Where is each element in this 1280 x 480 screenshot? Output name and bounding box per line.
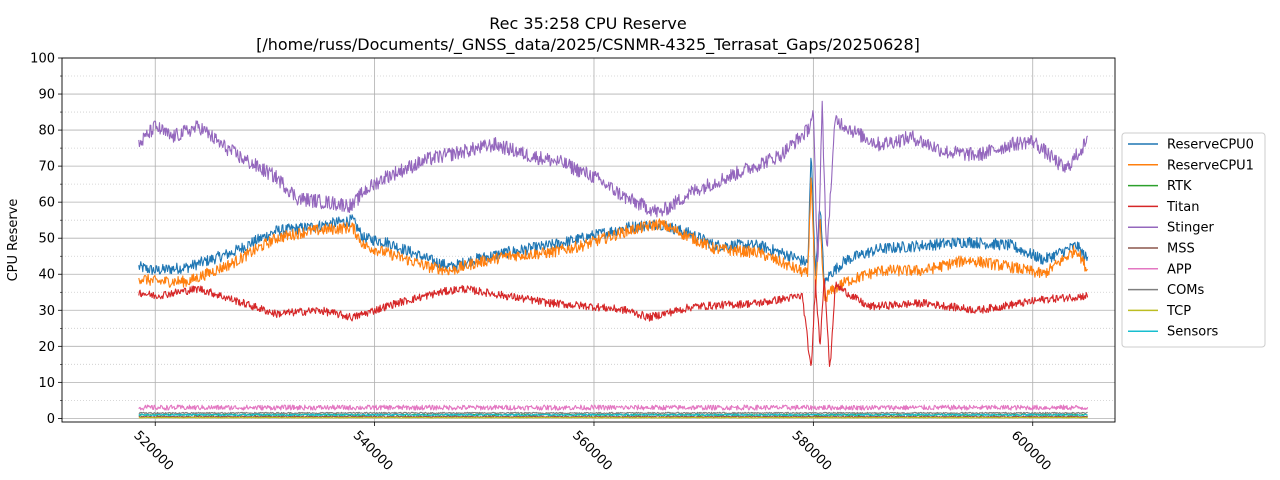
series-line-titan: [138, 278, 1089, 367]
series-line-tcp: [138, 416, 1088, 419]
x-tick-label: 580000: [789, 428, 835, 474]
x-tick-label: 560000: [569, 428, 615, 474]
y-tick-label: 0: [47, 412, 55, 427]
series-line-sensors: [138, 413, 1088, 417]
legend-label: Stinger: [1167, 221, 1214, 236]
x-tick-label: 520000: [130, 428, 176, 474]
series-line-reservecpu0: [138, 157, 1089, 288]
x-tick-label: 600000: [1008, 428, 1054, 474]
series-line-mss: [138, 415, 1089, 418]
y-tick-label: 70: [38, 160, 55, 175]
chart-title: Rec 35:258 CPU Reserve: [489, 14, 686, 33]
series-line-app: [138, 404, 1089, 411]
legend-box: [1121, 132, 1266, 348]
y-tick-label: 40: [38, 268, 55, 283]
legend-label: APP: [1167, 262, 1192, 277]
legend-label: Titan: [1166, 200, 1199, 215]
y-tick-label: 60: [38, 196, 55, 211]
series-line-reservecpu1: [138, 177, 1088, 303]
y-tick-label: 90: [38, 88, 55, 103]
series-line-stinger: [138, 100, 1089, 263]
y-tick-label: 100: [30, 52, 55, 67]
y-tick-label: 50: [38, 232, 55, 247]
y-tick-label: 10: [38, 376, 55, 391]
legend-label: MSS: [1167, 242, 1195, 257]
y-tick-label: 20: [38, 340, 55, 355]
legend-label: TCP: [1166, 304, 1191, 319]
legend-label: RTK: [1167, 179, 1192, 194]
legend-label: Sensors: [1167, 325, 1219, 340]
x-tick-label: 540000: [350, 428, 396, 474]
legend: ReserveCPU0 ReserveCPU1 RTK Titan Stinger MSS…: [1121, 132, 1266, 348]
axes-frame: [61, 57, 1116, 423]
y-axis-label: CPU Reserve: [6, 199, 21, 282]
plot-background: [62, 58, 1115, 422]
legend-label: ReserveCPU1: [1167, 158, 1254, 173]
chart-subtitle: [/home/russ/Documents/_GNSS_data/2025/CS…: [256, 35, 920, 55]
series-line-coms: [138, 411, 1088, 415]
legend-label: ReserveCPU0: [1167, 138, 1254, 153]
plot-area: 0 10 20 30 40 50 60 70 80 90 100 520000 540000 560000…: [30, 52, 1116, 474]
legend-label: COMs: [1167, 283, 1205, 298]
y-tick-label: 30: [38, 304, 55, 319]
y-tick-label: 80: [38, 124, 55, 139]
